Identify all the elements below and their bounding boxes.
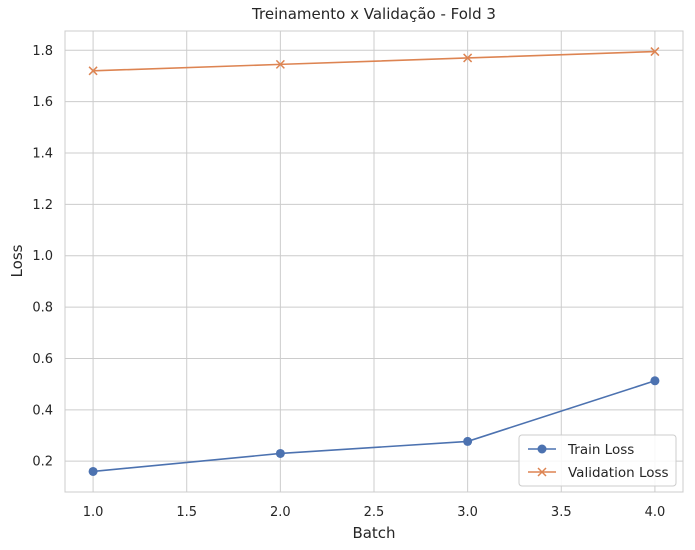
legend-label: Train Loss [567, 442, 634, 458]
series-line [93, 50, 655, 72]
y-tick-label: 0.2 [32, 455, 53, 470]
series-line [93, 380, 656, 473]
x-tick-label: 3.5 [551, 505, 572, 520]
tick-labels: 1.0 1.5 2.0 2.5 3.0 3.5 4.0 0.2 0.4 0.6 0.8 1.0 1.2 1… [32, 44, 665, 520]
x-axis-label: Batch [352, 524, 395, 542]
data-point [463, 436, 473, 446]
data-point [275, 59, 285, 69]
data-point [650, 47, 660, 57]
legend-box [518, 434, 677, 487]
legend-item: Train Loss [528, 442, 634, 458]
series-0 [88, 376, 660, 476]
y-tick-label: 0.4 [32, 403, 53, 418]
data-point [88, 66, 98, 76]
data-point [275, 448, 285, 458]
y-tick-label: 0.8 [32, 301, 53, 316]
grid [65, 31, 683, 492]
x-tick-label: 3.0 [457, 505, 478, 520]
data-point [88, 466, 98, 476]
x-tick-label: 1.5 [176, 505, 197, 520]
series-1 [88, 47, 660, 76]
x-tick-label: 1.0 [83, 505, 104, 520]
x-tick-label: 2.5 [364, 505, 385, 520]
y-tick-label: 1.2 [32, 198, 53, 213]
legend-label: Validation Loss [568, 465, 669, 481]
y-tick-label: 1.6 [32, 95, 53, 110]
series-group [88, 47, 660, 476]
legend-item: Validation Loss [528, 465, 669, 481]
x-tick-label: 4.0 [645, 505, 666, 520]
legend: Train Loss Validation Loss [518, 434, 677, 487]
legend-marker [537, 467, 547, 477]
y-tick-label: 1.0 [32, 249, 53, 264]
chart-title: Treinamento x Validação - Fold 3 [251, 5, 496, 23]
legend-marker [537, 444, 547, 454]
x-tick-label: 2.0 [270, 505, 291, 520]
y-tick-label: 0.6 [32, 352, 53, 367]
y-tick-label: 1.8 [32, 44, 53, 59]
data-point [463, 53, 473, 63]
y-axis-label: Loss [8, 244, 26, 277]
y-tick-label: 1.4 [32, 146, 53, 161]
plot-area [64, 30, 684, 493]
data-point [650, 376, 660, 386]
